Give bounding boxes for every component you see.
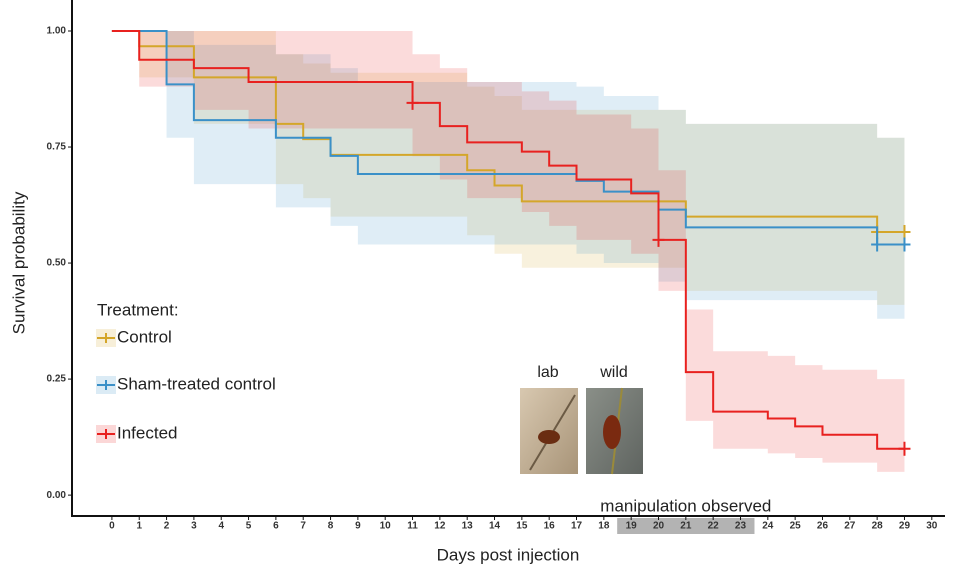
x-tick-label: 25 — [790, 521, 802, 532]
legend-title: Treatment: — [97, 300, 179, 319]
chart: lab wild Days post injection Survival pr… — [0, 0, 957, 570]
y-tick-label: 0.75 — [47, 142, 67, 153]
x-tick-label: 23 — [735, 521, 747, 532]
x-tick-label: 26 — [817, 521, 829, 532]
x-tick-label: 22 — [708, 521, 720, 532]
x-tick-label: 2 — [164, 521, 170, 532]
x-tick-label: 28 — [872, 521, 884, 532]
x-tick-label: 4 — [218, 521, 224, 532]
y-tick-label: 0.25 — [47, 374, 67, 385]
x-tick-label: 18 — [598, 521, 610, 532]
x-tick-label: 16 — [544, 521, 556, 532]
x-tick-label: 17 — [571, 521, 583, 532]
x-tick-label: 9 — [355, 521, 361, 532]
y-axis-label: Survival probability — [9, 191, 28, 334]
inset-label: wild — [599, 364, 628, 381]
legend-label: Infected — [117, 423, 178, 442]
x-tick-label: 24 — [762, 521, 774, 532]
x-tick-label: 12 — [434, 521, 446, 532]
x-tick-label: 1 — [136, 521, 142, 532]
x-tick-label: 11 — [407, 521, 418, 532]
inset-label: lab — [537, 364, 558, 381]
legend-label: Sham-treated control — [117, 374, 276, 393]
confidence-bands — [112, 31, 905, 472]
x-tick-label: 3 — [191, 521, 197, 532]
x-tick-label: 7 — [300, 521, 306, 532]
highlight-label: manipulation observed — [600, 496, 771, 515]
x-tick-label: 8 — [328, 521, 334, 532]
x-tick-label: 10 — [380, 521, 392, 532]
x-tick-label: 5 — [246, 521, 252, 532]
y-tick-label: 1.00 — [47, 26, 67, 37]
x-tick-label: 20 — [653, 521, 665, 532]
legend-label: Control — [117, 327, 172, 346]
x-tick-label: 19 — [626, 521, 638, 532]
x-tick-label: 21 — [680, 521, 692, 532]
y-tick-label: 0.00 — [47, 490, 67, 501]
lab-photo-bug — [538, 430, 560, 444]
x-axis-label: Days post injection — [437, 545, 580, 564]
x-tick-label: 0 — [109, 521, 115, 532]
x-tick-label: 29 — [899, 521, 911, 532]
x-tick-label: 14 — [489, 521, 501, 532]
x-tick-label: 27 — [844, 521, 856, 532]
x-tick-label: 13 — [462, 521, 474, 532]
x-tick-label: 30 — [926, 521, 938, 532]
wild-photo-bug — [603, 415, 621, 449]
x-tick-label: 6 — [273, 521, 279, 532]
x-tick-label: 15 — [516, 521, 528, 532]
y-tick-label: 0.50 — [47, 258, 67, 269]
